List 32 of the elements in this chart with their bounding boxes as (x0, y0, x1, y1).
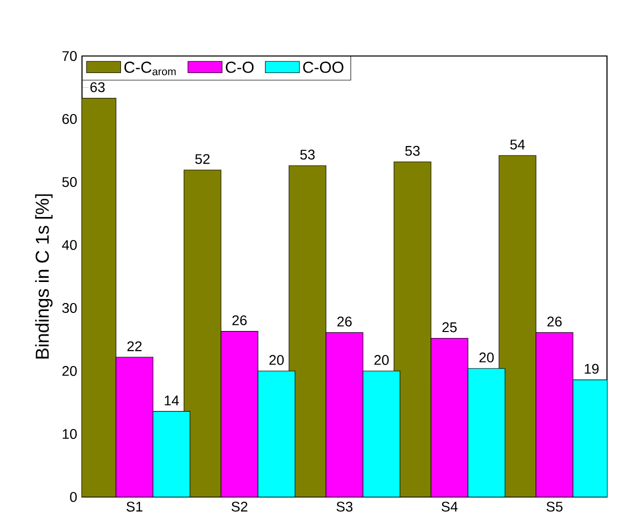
y-tick-label: 60 (62, 114, 77, 124)
y-tick-label: 20 (62, 366, 77, 376)
data-label: 19 (584, 364, 599, 374)
data-label: 54 (510, 140, 525, 150)
data-label: 26 (337, 316, 352, 327)
y-axis-title: Bindings in C 1s [%] (35, 194, 53, 358)
legend-label: C-O (226, 62, 254, 73)
data-label: 14 (164, 396, 179, 406)
y-tick-label: 0 (70, 492, 77, 502)
y-tick-label: 70 (62, 51, 77, 61)
data-label: 26 (547, 316, 562, 327)
x-tick-label: S3 (336, 502, 352, 512)
data-label: 26 (232, 315, 247, 326)
legend-label: C-OO (303, 62, 344, 73)
data-label: 20 (269, 355, 284, 365)
data-label: 53 (300, 150, 315, 160)
y-tick-label: 10 (62, 429, 77, 439)
data-label: 53 (405, 146, 420, 156)
y-tick-label: 50 (62, 177, 77, 187)
data-label: 20 (479, 352, 494, 362)
x-tick-label: S5 (546, 502, 562, 512)
x-tick-label: S4 (442, 502, 458, 512)
x-tick-label: S1 (126, 502, 142, 512)
legend-label: C-C$_{arom}$ (124, 62, 176, 76)
data-label: 63 (90, 82, 105, 92)
data-label: 52 (195, 154, 210, 164)
data-label: 22 (127, 341, 142, 352)
data-label: 20 (374, 355, 389, 365)
data-label: 25 (442, 322, 457, 332)
y-tick-label: 30 (62, 303, 77, 313)
y-tick-label: 40 (62, 240, 77, 250)
x-tick-label: S2 (232, 502, 248, 512)
